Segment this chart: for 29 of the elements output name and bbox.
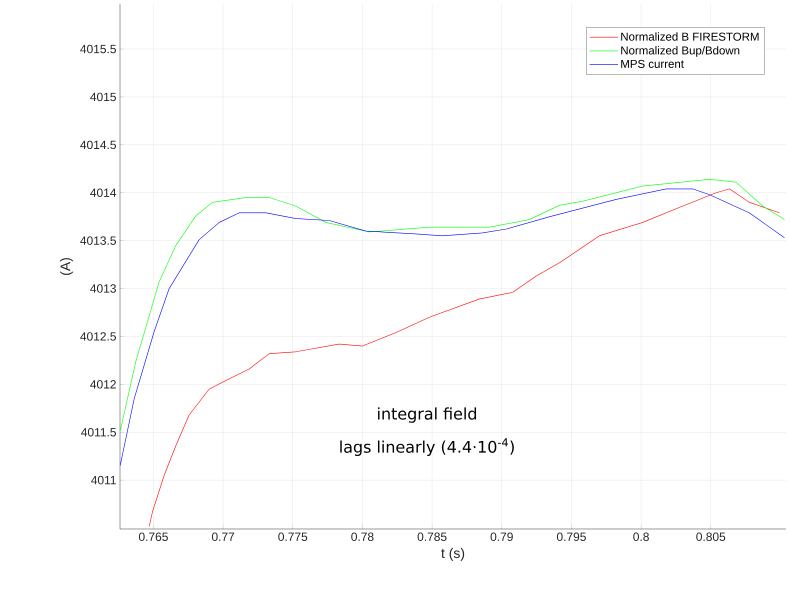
legend-label: Normalized B FIRESTORM xyxy=(621,32,759,41)
y-tick-label: 4012 xyxy=(90,380,116,389)
annotation: integral field xyxy=(378,407,476,423)
line-series xyxy=(120,188,785,466)
y-tick-label: 4013.5 xyxy=(80,236,116,245)
legend-label: MPS current xyxy=(621,60,684,68)
x-tick-label: 0.805 xyxy=(696,532,726,541)
x-tick-label: 0.785 xyxy=(418,532,447,541)
line-series xyxy=(148,188,780,526)
x-tick-label: 0.775 xyxy=(278,532,308,541)
y-tick-label: 4012.5 xyxy=(80,332,116,341)
x-tick-label: 0.79 xyxy=(490,532,513,541)
y-tick-label: 4011 xyxy=(91,476,116,484)
line-series xyxy=(120,179,785,432)
x-axis-title: t (s) xyxy=(441,548,464,561)
y-tick-label: 4013 xyxy=(90,284,116,293)
legend-label: Normalized Bup/Bdown xyxy=(621,46,740,57)
y-tick-label: 4011.5 xyxy=(81,428,116,436)
y-tick-label: 4015.5 xyxy=(80,44,116,54)
x-tick-label: 0.795 xyxy=(556,532,586,541)
y-tick-label: 4015 xyxy=(90,92,116,102)
y-tick-label: 4014 xyxy=(90,188,116,197)
y-tick-label: 4014.5 xyxy=(80,140,116,150)
x-tick-label: 0.765 xyxy=(138,532,168,541)
annotation: lags linearly (4.4·10$^{-4}$) xyxy=(340,438,514,456)
y-axis-title: (A) xyxy=(60,258,74,275)
x-tick-label: 0.78 xyxy=(351,532,374,541)
x-tick-label: 0.8 xyxy=(633,532,649,541)
x-tick-label: 0.77 xyxy=(212,532,234,541)
